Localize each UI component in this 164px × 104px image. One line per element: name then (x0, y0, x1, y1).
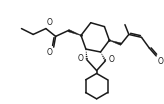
Text: O: O (47, 18, 53, 27)
Polygon shape (68, 29, 81, 36)
Polygon shape (109, 40, 121, 45)
Text: O: O (158, 57, 164, 66)
Text: O: O (78, 54, 84, 63)
Text: O: O (47, 48, 53, 57)
Text: O: O (108, 55, 114, 64)
